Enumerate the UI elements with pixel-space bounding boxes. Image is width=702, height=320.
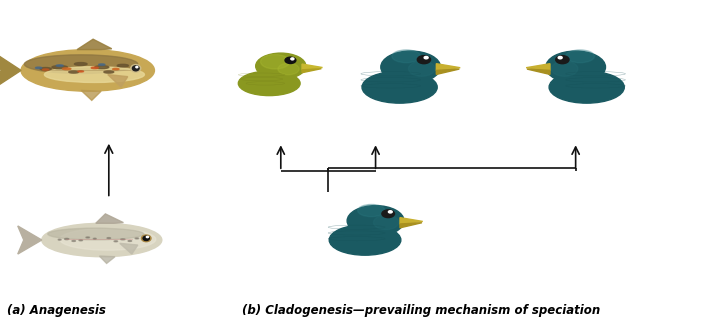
Ellipse shape (382, 210, 395, 218)
Ellipse shape (93, 238, 96, 239)
Polygon shape (95, 214, 124, 223)
Ellipse shape (131, 65, 141, 72)
Ellipse shape (278, 63, 299, 75)
Polygon shape (302, 64, 322, 70)
Ellipse shape (556, 56, 569, 64)
Ellipse shape (417, 56, 430, 64)
Ellipse shape (21, 50, 154, 91)
Ellipse shape (91, 67, 98, 68)
Polygon shape (302, 69, 322, 73)
Ellipse shape (347, 205, 404, 236)
Ellipse shape (238, 71, 300, 96)
Polygon shape (437, 69, 459, 75)
Ellipse shape (40, 68, 51, 70)
Ellipse shape (69, 71, 79, 73)
Ellipse shape (135, 238, 139, 239)
Ellipse shape (357, 204, 385, 217)
Polygon shape (437, 64, 461, 70)
Ellipse shape (44, 67, 145, 83)
Ellipse shape (95, 66, 109, 68)
Text: (a) Anagenesis: (a) Anagenesis (7, 304, 106, 317)
Ellipse shape (52, 66, 67, 69)
Ellipse shape (65, 238, 69, 240)
Ellipse shape (25, 55, 138, 74)
Ellipse shape (78, 71, 84, 72)
Polygon shape (77, 39, 112, 50)
Polygon shape (526, 64, 550, 70)
Polygon shape (81, 90, 101, 100)
Ellipse shape (362, 71, 437, 103)
Ellipse shape (43, 69, 49, 70)
Ellipse shape (79, 240, 82, 241)
Ellipse shape (566, 50, 595, 63)
Ellipse shape (58, 239, 61, 240)
Ellipse shape (143, 236, 150, 241)
Ellipse shape (35, 67, 41, 68)
Ellipse shape (424, 56, 428, 59)
Ellipse shape (60, 228, 156, 250)
Text: (b) Cladogenesis—prevailing mechanism of speciation: (b) Cladogenesis—prevailing mechanism of… (242, 304, 600, 317)
Polygon shape (100, 256, 115, 263)
Polygon shape (0, 53, 21, 88)
Ellipse shape (143, 238, 145, 239)
Ellipse shape (409, 61, 435, 76)
Polygon shape (18, 226, 42, 254)
Ellipse shape (121, 239, 125, 240)
Ellipse shape (117, 64, 128, 67)
Ellipse shape (329, 225, 401, 255)
Ellipse shape (74, 63, 87, 65)
Ellipse shape (388, 211, 392, 213)
Ellipse shape (551, 61, 578, 76)
Ellipse shape (545, 51, 606, 83)
Ellipse shape (256, 53, 306, 79)
Ellipse shape (112, 68, 119, 70)
Ellipse shape (42, 223, 161, 257)
Ellipse shape (86, 237, 90, 238)
Ellipse shape (135, 66, 138, 68)
Ellipse shape (98, 64, 105, 65)
Ellipse shape (48, 228, 144, 240)
Ellipse shape (114, 241, 117, 242)
Polygon shape (527, 69, 550, 75)
Ellipse shape (72, 241, 75, 242)
Ellipse shape (291, 58, 294, 60)
Ellipse shape (133, 66, 139, 71)
Ellipse shape (373, 215, 399, 230)
Ellipse shape (392, 50, 420, 63)
Ellipse shape (260, 54, 289, 69)
Ellipse shape (128, 241, 132, 242)
Ellipse shape (549, 71, 624, 103)
Polygon shape (120, 243, 138, 254)
Ellipse shape (56, 65, 63, 67)
Ellipse shape (146, 236, 149, 238)
Ellipse shape (141, 235, 151, 242)
Polygon shape (400, 218, 423, 224)
Ellipse shape (380, 51, 441, 83)
Polygon shape (400, 223, 422, 228)
Polygon shape (108, 75, 128, 87)
Ellipse shape (285, 57, 296, 63)
Ellipse shape (558, 56, 562, 59)
Ellipse shape (107, 237, 111, 239)
Ellipse shape (62, 68, 71, 70)
Ellipse shape (104, 71, 114, 73)
